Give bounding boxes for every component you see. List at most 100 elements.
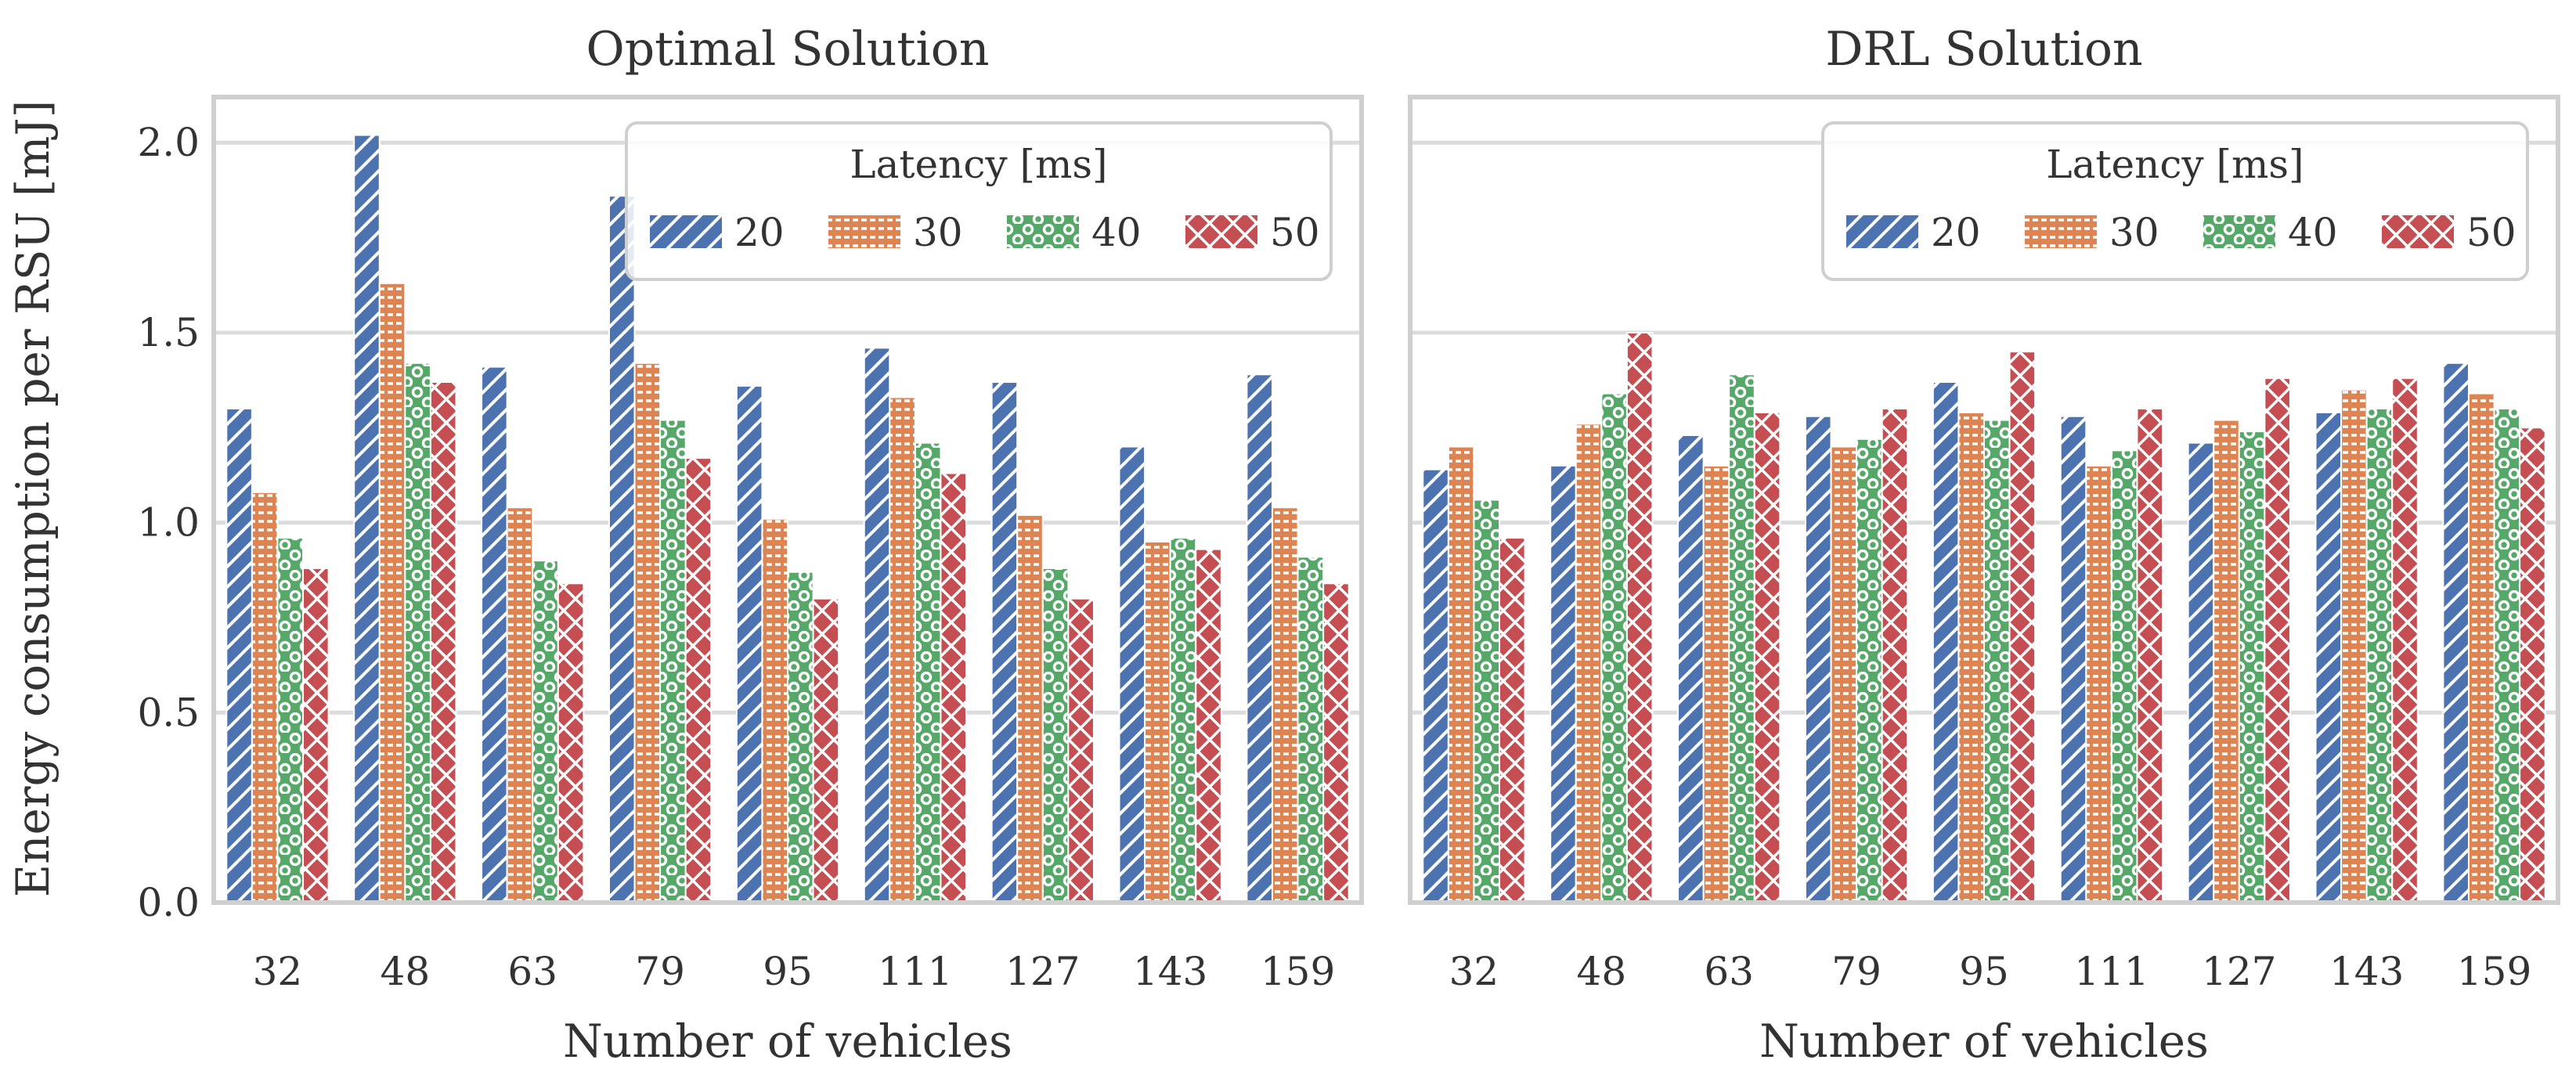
- bar-optimal-solution-48-latency-40: [404, 362, 431, 903]
- y-tick-label: 0.5: [137, 690, 200, 735]
- bar-drl-solution-143-latency-50: [2391, 377, 2419, 903]
- bar-drl-solution-32-latency-20: [1422, 468, 1449, 903]
- legend-swatch-30: [2025, 215, 2097, 248]
- bar-optimal-solution-63-latency-20: [481, 366, 508, 903]
- x-tick-label: 48: [381, 949, 431, 994]
- bar-drl-solution-143-latency-20: [2314, 411, 2343, 903]
- panel-optimal-solution: 0.0 0.5 1.0 1.5 2.0 32 48 63 79 95 111 127 143 159 Opt…: [137, 22, 1364, 1068]
- bar-drl-solution-111-latency-50: [2136, 408, 2164, 903]
- y-tick-label: 2.0: [137, 120, 200, 165]
- x-tick-label: 63: [507, 949, 557, 994]
- x-tick-label: 127: [1005, 949, 1080, 994]
- legend-label-50: 50: [1270, 210, 1320, 255]
- bar-drl-solution-111-latency-30: [2085, 464, 2112, 903]
- bar-drl-solution-127-latency-40: [2238, 431, 2266, 903]
- bar-drl-solution-32-latency-30: [1447, 445, 1475, 903]
- x-tick-label: 127: [2202, 949, 2276, 994]
- legend-swatch-50: [1185, 215, 1257, 248]
- bar-optimal-solution-95-latency-30: [761, 517, 789, 903]
- bar-optimal-solution-48-latency-50: [429, 381, 457, 903]
- bar-drl-solution-95-latency-50: [2008, 351, 2037, 903]
- bar-optimal-solution-127-latency-50: [1067, 597, 1095, 903]
- legend-swatch-20: [650, 215, 722, 248]
- bar-drl-solution-127-latency-30: [2213, 419, 2240, 903]
- legend-swatch-40: [2203, 215, 2275, 248]
- legend-swatch-30: [828, 215, 900, 248]
- x-axis-label: Number of vehicles: [1759, 1015, 2209, 1068]
- bar-drl-solution-63-latency-50: [1753, 411, 1781, 903]
- bar-drl-solution-127-latency-50: [2264, 377, 2291, 903]
- bar-optimal-solution-111-latency-20: [863, 347, 891, 903]
- legend-box: [1821, 121, 2529, 281]
- bar-optimal-solution-143-latency-30: [1144, 540, 1171, 903]
- legend-swatch-20: [1846, 215, 1918, 248]
- bar-drl-solution-48-latency-50: [1625, 331, 1654, 903]
- legend-title: Latency [ms]: [2046, 142, 2304, 187]
- panel-title: DRL Solution: [1825, 22, 2142, 77]
- bar-optimal-solution-63-latency-30: [506, 506, 534, 903]
- bar-optimal-solution-79-latency-40: [659, 419, 687, 903]
- bar-optimal-solution-32-latency-20: [225, 408, 253, 903]
- x-tick-label: 79: [1831, 949, 1881, 994]
- y-tick-label: 1.0: [137, 500, 200, 546]
- bar-optimal-solution-32-latency-50: [302, 567, 330, 903]
- bar-optimal-solution-79-latency-50: [684, 457, 713, 903]
- bar-drl-solution-159-latency-50: [2519, 427, 2546, 903]
- bar-drl-solution-79-latency-30: [1830, 445, 1858, 903]
- bar-optimal-solution-143-latency-50: [1195, 548, 1222, 903]
- legend-title: Latency [ms]: [850, 142, 1107, 187]
- legend-label-50: 50: [2466, 210, 2516, 255]
- panel-drl-solution: 32 48 63 79 95 111 127 143 159 DRL Solution Number…: [1408, 22, 2560, 1068]
- bar-optimal-solution-48-latency-20: [353, 134, 381, 904]
- bar-drl-solution-79-latency-50: [1881, 408, 1909, 903]
- bar-drl-solution-63-latency-20: [1677, 434, 1705, 903]
- bar-optimal-solution-127-latency-20: [990, 381, 1019, 903]
- legend-label-30: 30: [913, 210, 963, 255]
- legend-swatch-40: [1007, 215, 1079, 248]
- legend-label-20: 20: [1931, 210, 1981, 255]
- bar-drl-solution-63-latency-30: [1702, 464, 1730, 903]
- x-tick-label: 95: [1959, 949, 2009, 994]
- plot-frame: [211, 95, 1364, 905]
- x-tick-label: 32: [253, 949, 303, 994]
- bar-optimal-solution-111-latency-30: [889, 396, 916, 903]
- plot-frame: [1408, 95, 2560, 905]
- x-axis-label: Number of vehicles: [563, 1015, 1012, 1068]
- bar-drl-solution-48-latency-20: [1550, 464, 1577, 903]
- bar-optimal-solution-95-latency-50: [812, 597, 840, 903]
- x-tick-label: 79: [635, 949, 685, 994]
- y-tick-label: 0.0: [137, 880, 200, 925]
- bar-drl-solution-32-latency-50: [1499, 537, 1526, 903]
- bar-drl-solution-95-latency-40: [1983, 419, 2011, 903]
- bar-drl-solution-63-latency-40: [1728, 373, 1755, 903]
- legend-label-30: 30: [2109, 210, 2159, 255]
- bar-drl-solution-111-latency-20: [2059, 415, 2087, 903]
- legend: Latency [ms] 20 30 40 50: [1821, 121, 2529, 281]
- bar-optimal-solution-127-latency-40: [1041, 567, 1070, 903]
- bar-optimal-solution-159-latency-20: [1246, 373, 1273, 903]
- x-tick-label: 143: [1133, 949, 1207, 994]
- x-tick-label: 32: [1449, 949, 1499, 994]
- bar-drl-solution-95-latency-20: [1932, 381, 1960, 903]
- legend-label-40: 40: [2288, 210, 2338, 255]
- bar-drl-solution-143-latency-30: [2340, 388, 2368, 904]
- legend-label-40: 40: [1091, 210, 1142, 255]
- bar-optimal-solution-63-latency-40: [532, 560, 559, 904]
- bar-optimal-solution-63-latency-50: [557, 582, 585, 903]
- panel-title: Optimal Solution: [586, 22, 990, 77]
- bar-optimal-solution-159-latency-40: [1297, 556, 1325, 903]
- bar-optimal-solution-32-latency-40: [276, 537, 305, 903]
- legend-label-20: 20: [734, 210, 785, 255]
- bar-optimal-solution-95-latency-20: [735, 384, 763, 903]
- x-tick-label: 159: [2457, 949, 2531, 994]
- bar-drl-solution-159-latency-30: [2467, 392, 2495, 903]
- bar-drl-solution-79-latency-40: [1856, 438, 1883, 903]
- legend-box: [625, 121, 1333, 281]
- bar-drl-solution-127-latency-20: [2187, 442, 2215, 903]
- bar-optimal-solution-111-latency-40: [914, 442, 942, 903]
- bar-optimal-solution-95-latency-40: [787, 571, 814, 903]
- x-tick-label: 159: [1261, 949, 1335, 994]
- bar-drl-solution-79-latency-20: [1804, 415, 1832, 903]
- bar-optimal-solution-79-latency-30: [633, 362, 662, 903]
